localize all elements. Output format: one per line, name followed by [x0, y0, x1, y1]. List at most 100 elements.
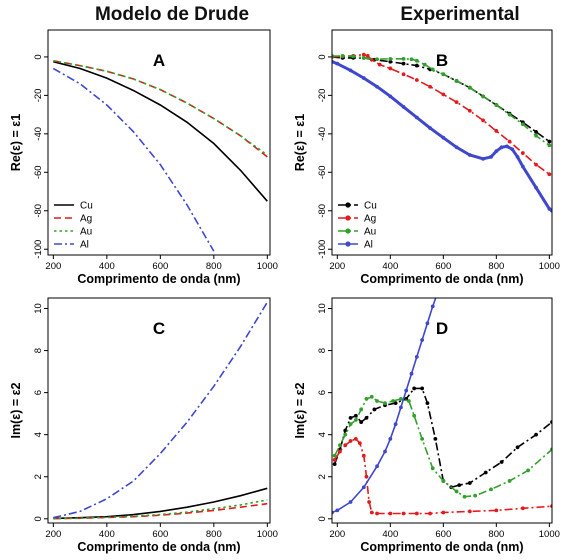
series-line-ag [53, 60, 268, 158]
data-point [534, 185, 538, 190]
data-point [507, 479, 512, 483]
x-tick-label: 800 [488, 261, 504, 272]
data-point [364, 397, 369, 401]
data-point [361, 76, 366, 80]
data-point [494, 129, 499, 133]
data-point [534, 432, 538, 437]
y-tick-label: -40 [33, 127, 44, 141]
data-point [433, 436, 438, 441]
y-axis-label: Re(ε) = ε1 [9, 114, 23, 171]
data-point [412, 386, 417, 391]
data-point [401, 61, 406, 66]
series-line-al [53, 301, 268, 519]
data-point [412, 413, 417, 418]
panel-c-frame [47, 297, 271, 524]
data-point [436, 290, 440, 294]
data-point [420, 386, 425, 391]
series-line-cu [333, 387, 552, 489]
data-point [383, 401, 387, 406]
panel-b-frame [331, 29, 553, 256]
legend-label-au: Au [364, 227, 376, 238]
data-point [507, 139, 512, 144]
x-tick-label: 1000 [257, 529, 278, 540]
data-point [494, 149, 499, 154]
panel-a: 200 400 600 800 1000 0 -20 -40 -60 -80 -100 Comprim… [9, 29, 278, 286]
data-point [401, 72, 406, 77]
x-axis-label: Comprimento de onda (nm) [77, 272, 240, 286]
data-point [399, 397, 403, 401]
data-point [494, 508, 499, 513]
data-point [489, 487, 493, 492]
x-tick-label: 800 [206, 529, 222, 540]
x-tick-label: 600 [152, 529, 168, 540]
y-tick-label: -80 [317, 204, 328, 218]
x-axis-label: Comprimento de onda (nm) [77, 540, 240, 554]
data-point [348, 500, 353, 504]
data-point [457, 483, 462, 488]
series-line-au [53, 60, 268, 156]
data-point [422, 62, 427, 67]
y-tick-label: 0 [33, 54, 44, 59]
data-point [391, 399, 395, 403]
data-point [361, 55, 366, 60]
data-point [367, 500, 372, 504]
legend-marker [345, 202, 351, 208]
data-point [425, 321, 430, 326]
series-markers-au [332, 394, 552, 499]
data-point [364, 474, 369, 479]
data-point [428, 84, 432, 89]
legend-label-al: Al [364, 240, 373, 251]
data-point [388, 59, 393, 64]
data-point [414, 354, 419, 359]
data-point [361, 52, 366, 57]
data-point [534, 130, 538, 134]
x-tick-label: 400 [382, 261, 398, 272]
data-point [348, 415, 353, 420]
data-point [414, 63, 419, 68]
data-point [332, 462, 337, 467]
data-point [467, 509, 472, 514]
panel-b-plot-area [332, 52, 552, 213]
y-tick-label: 6 [33, 390, 44, 395]
data-point [467, 108, 472, 113]
data-point [335, 61, 340, 66]
data-point [375, 399, 379, 403]
data-point [383, 449, 387, 454]
data-point [357, 441, 362, 445]
data-point [375, 464, 379, 469]
data-point [359, 420, 364, 424]
data-point [441, 510, 446, 515]
data-point [454, 489, 459, 494]
series-line-cu [332, 56, 550, 143]
data-point [401, 105, 406, 109]
data-point [430, 67, 435, 72]
data-point [401, 56, 406, 61]
series-markers-al [332, 59, 552, 213]
data-point [332, 458, 337, 462]
data-point [507, 112, 512, 117]
data-point [425, 401, 430, 406]
data-point [534, 133, 538, 138]
data-point [375, 511, 379, 516]
x-tick-label: 200 [329, 261, 345, 272]
x-tick-label: 1000 [539, 529, 560, 540]
y-axis-label: Im(ε) = ε2 [293, 382, 307, 438]
y-tick-label: 4 [33, 432, 44, 437]
legend-label-cu: Cu [80, 201, 93, 212]
y-tick-label: -60 [317, 165, 328, 179]
data-point [481, 118, 485, 123]
data-point [335, 508, 340, 513]
y-tick-label: 8 [317, 348, 328, 353]
data-point [401, 511, 406, 516]
panel-a-plot-area [52, 60, 268, 252]
panel-letter: B [436, 51, 448, 70]
data-point [364, 415, 369, 420]
x-axis-label: Comprimento de onda (nm) [360, 540, 523, 554]
y-tick-label: -100 [33, 240, 44, 259]
x-tick-label: 1000 [539, 261, 560, 272]
y-tick-label: 10 [317, 303, 328, 314]
y-tick-label: 0 [317, 54, 328, 59]
data-point [547, 139, 552, 144]
x-tick-label: 600 [435, 261, 451, 272]
